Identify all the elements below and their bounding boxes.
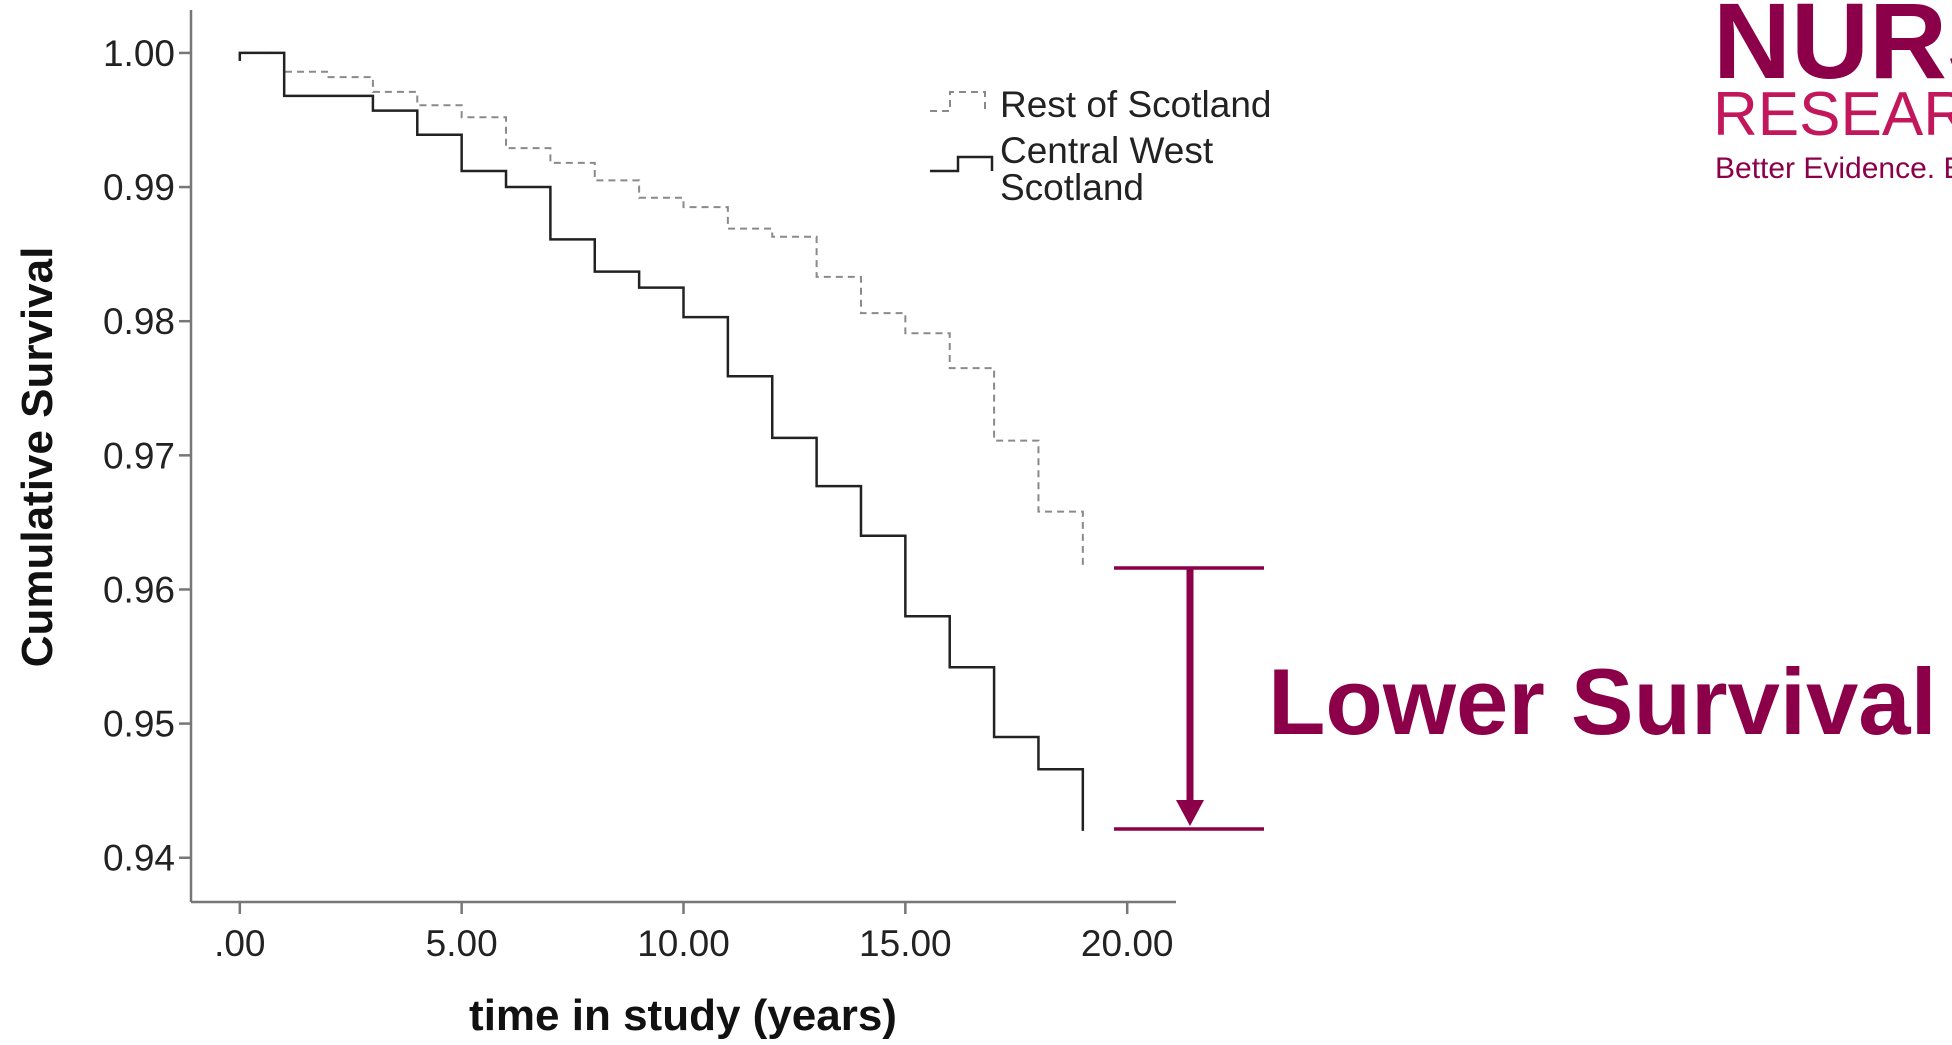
annotation-arrow-head — [1176, 800, 1204, 826]
x-tick-label: 5.00 — [426, 923, 498, 964]
series-line-central-west-scotland — [238, 51, 1085, 831]
legend-label-central-west-line2: Scotland — [1000, 167, 1144, 208]
legend-swatch-rest-of-scotland — [930, 91, 986, 112]
y-tick-label: 0.98 — [103, 301, 175, 342]
annotation-label: Lower Survival — [1268, 649, 1937, 754]
legend-swatch-central-west-scotland — [930, 155, 994, 173]
series-line-rest-of-scotland — [238, 51, 1084, 566]
x-tick-label: 15.00 — [859, 923, 952, 964]
logo: NURS RESEARC Better Evidence. B — [1713, 0, 1952, 185]
logo-sub-text: RESEARC — [1713, 80, 1952, 149]
logo-tagline: Better Evidence. B — [1715, 152, 1952, 185]
x-tick-label: 10.00 — [637, 923, 730, 964]
legend: Rest of Scotland Central West Scotland — [930, 84, 1271, 208]
x-axis-title: time in study (years) — [469, 991, 897, 1040]
x-tick-label: .00 — [214, 923, 265, 964]
x-tick-label: 20.00 — [1081, 923, 1174, 964]
y-tick-label: 0.96 — [103, 569, 175, 610]
legend-label-central-west-line1: Central West — [1000, 130, 1214, 171]
y-tick-label: 0.94 — [103, 838, 175, 879]
lower-survival-annotation: Lower Survival — [1114, 566, 1937, 831]
y-tick-label: 1.00 — [103, 33, 175, 74]
y-tick-label: 0.97 — [103, 435, 175, 476]
legend-label-rest-of-scotland: Rest of Scotland — [1000, 84, 1271, 125]
y-axis-title: Cumulative Survival — [13, 247, 62, 668]
logo-main-text: NURS — [1713, 0, 1952, 101]
y-tick-label: 0.99 — [103, 167, 175, 208]
series-lines — [238, 51, 1085, 831]
y-ticks: 0.94 0.95 0.96 0.97 0.98 0.99 1.00 — [103, 33, 191, 879]
legend-label-central-west-scotland: Central West Scotland — [1000, 130, 1223, 208]
x-ticks: .00 5.00 10.00 15.00 20.00 — [214, 902, 1173, 964]
y-tick-label: 0.95 — [103, 704, 175, 745]
